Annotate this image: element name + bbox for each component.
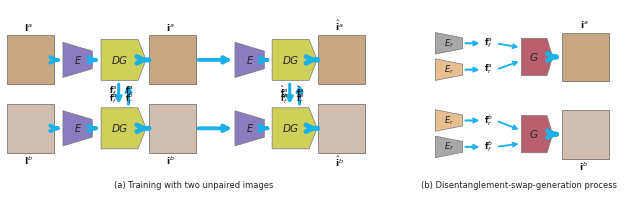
- Text: $\mathbf{f}_{r}^{b}$: $\mathbf{f}_{r}^{b}$: [125, 91, 134, 106]
- Polygon shape: [272, 39, 317, 80]
- FancyBboxPatch shape: [318, 35, 365, 84]
- Polygon shape: [101, 108, 146, 149]
- Polygon shape: [522, 116, 552, 153]
- Text: $E_r$: $E_r$: [444, 63, 454, 76]
- Text: $\hat{\mathbf{f}}_{r}^{b}$: $\hat{\mathbf{f}}_{r}^{b}$: [296, 89, 305, 106]
- Polygon shape: [435, 136, 463, 158]
- FancyBboxPatch shape: [150, 36, 197, 85]
- Text: $\mathbf{f}_{f}^{a}$: $\mathbf{f}_{f}^{a}$: [109, 84, 117, 98]
- Polygon shape: [272, 108, 317, 149]
- Text: $E_f$: $E_f$: [444, 141, 454, 153]
- Text: $E$: $E$: [246, 54, 253, 66]
- FancyBboxPatch shape: [563, 111, 611, 160]
- Text: $G$: $G$: [529, 128, 539, 140]
- Polygon shape: [235, 42, 264, 77]
- Text: $\mathbf{f}_{r}^{a}$: $\mathbf{f}_{r}^{a}$: [125, 84, 134, 98]
- Text: $\mathbf{f}_{f}^{b}$: $\mathbf{f}_{f}^{b}$: [109, 91, 117, 106]
- FancyBboxPatch shape: [318, 104, 365, 153]
- FancyBboxPatch shape: [8, 36, 55, 85]
- FancyBboxPatch shape: [7, 35, 54, 84]
- Text: $E_f$: $E_f$: [444, 37, 454, 49]
- Text: $\mathbf{i}^{b}$: $\mathbf{i}^{b}$: [579, 161, 588, 173]
- Polygon shape: [435, 33, 463, 54]
- Polygon shape: [435, 110, 463, 131]
- Polygon shape: [435, 59, 463, 80]
- Text: $DG$: $DG$: [111, 122, 128, 134]
- Polygon shape: [522, 38, 552, 75]
- Text: $\mathbf{I}^{b}$: $\mathbf{I}^{b}$: [24, 155, 33, 167]
- Text: (b) Disentanglement-swap-generation process: (b) Disentanglement-swap-generation proc…: [421, 181, 618, 190]
- Text: $\hat{\mathbf{i}}^{b}$: $\hat{\mathbf{i}}^{b}$: [335, 155, 344, 169]
- FancyBboxPatch shape: [319, 105, 366, 154]
- Text: $\mathbf{i}^{b}$: $\mathbf{i}^{b}$: [166, 155, 175, 167]
- Text: $DG$: $DG$: [282, 122, 300, 134]
- FancyBboxPatch shape: [149, 35, 196, 84]
- Text: $\hat{\mathbf{f}}_{r}^{a}$: $\hat{\mathbf{f}}_{r}^{a}$: [296, 84, 305, 101]
- Text: $E$: $E$: [246, 122, 253, 134]
- Text: $E$: $E$: [74, 54, 82, 66]
- Polygon shape: [63, 111, 92, 146]
- FancyBboxPatch shape: [563, 33, 611, 82]
- FancyBboxPatch shape: [150, 105, 197, 154]
- Text: $\hat{\mathbf{i}}^{a}$: $\hat{\mathbf{i}}^{a}$: [335, 18, 344, 33]
- Polygon shape: [101, 39, 146, 80]
- Polygon shape: [235, 111, 264, 146]
- FancyBboxPatch shape: [319, 36, 366, 85]
- Text: $G$: $G$: [529, 51, 539, 63]
- Text: (a) Training with two unpaired images: (a) Training with two unpaired images: [115, 181, 274, 190]
- Text: $\mathbf{f}_{r}^{a}$: $\mathbf{f}_{r}^{a}$: [484, 63, 493, 76]
- Text: $\hat{\mathbf{f}}_{f}^{a}$: $\hat{\mathbf{f}}_{f}^{a}$: [280, 84, 288, 101]
- Text: $\mathbf{f}_{f}^{a}$: $\mathbf{f}_{f}^{a}$: [484, 36, 493, 50]
- FancyBboxPatch shape: [8, 105, 55, 154]
- Text: $\hat{\mathbf{f}}_{f}^{b}$: $\hat{\mathbf{f}}_{f}^{b}$: [280, 89, 288, 106]
- Text: $\mathbf{i}^{a}$: $\mathbf{i}^{a}$: [166, 21, 175, 33]
- FancyBboxPatch shape: [149, 104, 196, 153]
- Text: $\mathbf{f}_{r}^{b}$: $\mathbf{f}_{r}^{b}$: [484, 113, 493, 128]
- Text: $DG$: $DG$: [111, 54, 128, 66]
- Text: $\mathbf{I}^{a}$: $\mathbf{I}^{a}$: [24, 21, 33, 33]
- Text: $DG$: $DG$: [282, 54, 300, 66]
- FancyBboxPatch shape: [563, 110, 609, 159]
- Text: $E_r$: $E_r$: [444, 114, 454, 127]
- Text: $\mathbf{f}_{f}^{b}$: $\mathbf{f}_{f}^{b}$: [484, 139, 493, 154]
- Polygon shape: [63, 42, 92, 77]
- Text: $\mathbf{i}^{a}$: $\mathbf{i}^{a}$: [580, 19, 588, 30]
- FancyBboxPatch shape: [563, 33, 609, 81]
- FancyBboxPatch shape: [7, 104, 54, 153]
- Text: $E$: $E$: [74, 122, 82, 134]
